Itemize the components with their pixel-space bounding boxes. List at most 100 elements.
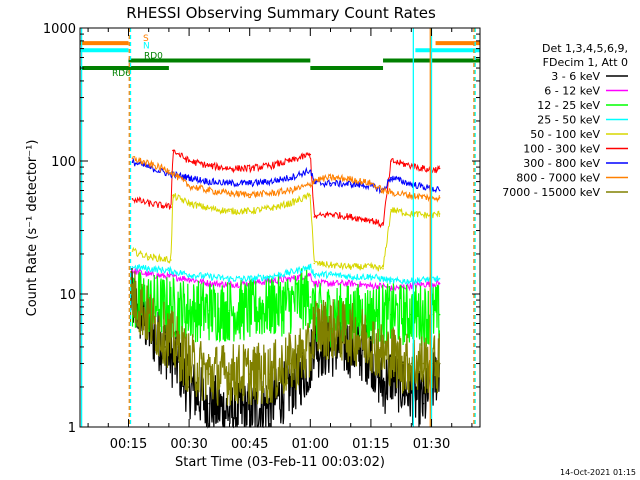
- data-point: [176, 346, 178, 348]
- data-point: [410, 213, 413, 215]
- data-point: [301, 353, 304, 356]
- series-line-5: [132, 149, 440, 229]
- y-tick-label: 1000: [43, 22, 76, 37]
- data-point: [370, 275, 372, 278]
- data-point: [438, 313, 441, 316]
- legend: Det 1,3,4,5,6,9,FDecim 1, Att 03 - 6 keV…: [502, 42, 628, 199]
- y-tick-label: 1: [68, 421, 76, 436]
- flag-bar-rd6: RD6: [80, 66, 384, 79]
- data-point: [188, 202, 190, 205]
- series-line-7: [132, 156, 440, 203]
- data-point: [164, 333, 166, 335]
- data-point: [289, 386, 291, 388]
- data-point: [370, 339, 372, 341]
- data-point: [172, 149, 174, 152]
- data-point: [269, 280, 271, 282]
- data-point: [131, 198, 134, 200]
- data-point: [410, 392, 413, 394]
- data-point: [349, 333, 352, 335]
- data-point: [329, 182, 332, 185]
- data-point: [151, 322, 154, 325]
- data-point: [139, 306, 142, 308]
- x-tick-label: 00:45: [231, 437, 268, 452]
- data-point: [438, 196, 441, 199]
- data-point: [313, 216, 316, 218]
- data-point: [228, 411, 231, 413]
- series-7: [131, 156, 441, 203]
- data-point: [410, 285, 413, 287]
- data-point: [390, 287, 392, 290]
- data-point: [349, 282, 352, 285]
- x-tick-label: 01:00: [292, 437, 329, 452]
- data-point: [131, 157, 134, 159]
- data-point: [313, 262, 316, 265]
- data-point: [309, 273, 312, 276]
- data-point: [349, 183, 352, 185]
- data-point: [349, 275, 352, 278]
- data-point: [269, 373, 271, 375]
- data-point: [188, 362, 190, 365]
- data-point: [309, 296, 312, 298]
- data-point: [349, 216, 352, 218]
- data-point: [370, 285, 372, 287]
- chart-title: RHESSI Observing Summary Count Rates: [126, 4, 436, 22]
- data-point: [382, 313, 384, 316]
- data-point: [410, 183, 413, 185]
- marker-layer: [80, 28, 476, 427]
- data-point: [248, 411, 251, 413]
- series-4: [131, 192, 441, 272]
- data-point: [438, 278, 441, 280]
- data-point: [313, 322, 316, 325]
- data-point: [248, 182, 251, 185]
- data-point: [269, 275, 271, 278]
- plot-data-layer: [129, 149, 441, 429]
- legend-entry-label: 100 - 300 keV: [523, 143, 600, 156]
- data-point: [208, 309, 211, 312]
- y-tick-label: 10: [59, 288, 76, 303]
- data-point: [269, 165, 271, 167]
- data-point: [188, 386, 190, 388]
- x-axis: 00:15 00:30 00:45 01:00 01:15 01:30: [87, 28, 473, 452]
- data-point: [309, 169, 312, 172]
- data-point: [228, 192, 231, 195]
- data-point: [188, 309, 190, 312]
- flag-label: S: [143, 34, 149, 44]
- data-point: [438, 167, 441, 170]
- data-point: [147, 273, 150, 276]
- data-point: [317, 327, 320, 330]
- data-point: [172, 194, 174, 197]
- data-point: [248, 167, 251, 170]
- data-point: [289, 189, 291, 192]
- y-axis-label: Count Rate (s⁻¹ detector⁻¹): [25, 140, 40, 317]
- data-point: [289, 202, 291, 205]
- legend-entry-label: 25 - 50 keV: [537, 114, 600, 127]
- plot-frame: [79, 27, 481, 428]
- data-point: [410, 165, 413, 167]
- data-point: [309, 184, 312, 186]
- y-axis: 1 10 100 1000: [43, 22, 480, 436]
- data-point: [170, 259, 172, 261]
- data-point: [289, 278, 291, 280]
- data-point: [131, 161, 134, 163]
- data-point: [390, 176, 392, 179]
- data-point: [131, 250, 134, 252]
- data-point: [147, 163, 150, 165]
- data-point: [390, 313, 392, 316]
- legend-entry-label: 3 - 6 keV: [551, 70, 600, 83]
- data-point: [390, 191, 392, 194]
- data-point: [168, 269, 170, 272]
- data-point: [289, 302, 291, 305]
- data-point: [248, 373, 251, 375]
- data-point: [410, 280, 413, 282]
- data-point: [289, 160, 291, 162]
- data-point: [438, 189, 441, 192]
- data-point: [228, 373, 231, 375]
- data-point: [370, 313, 372, 316]
- data-point: [188, 160, 190, 162]
- data-point: [208, 402, 211, 405]
- data-point: [147, 256, 150, 258]
- series-8: [129, 270, 441, 406]
- data-point: [168, 275, 170, 278]
